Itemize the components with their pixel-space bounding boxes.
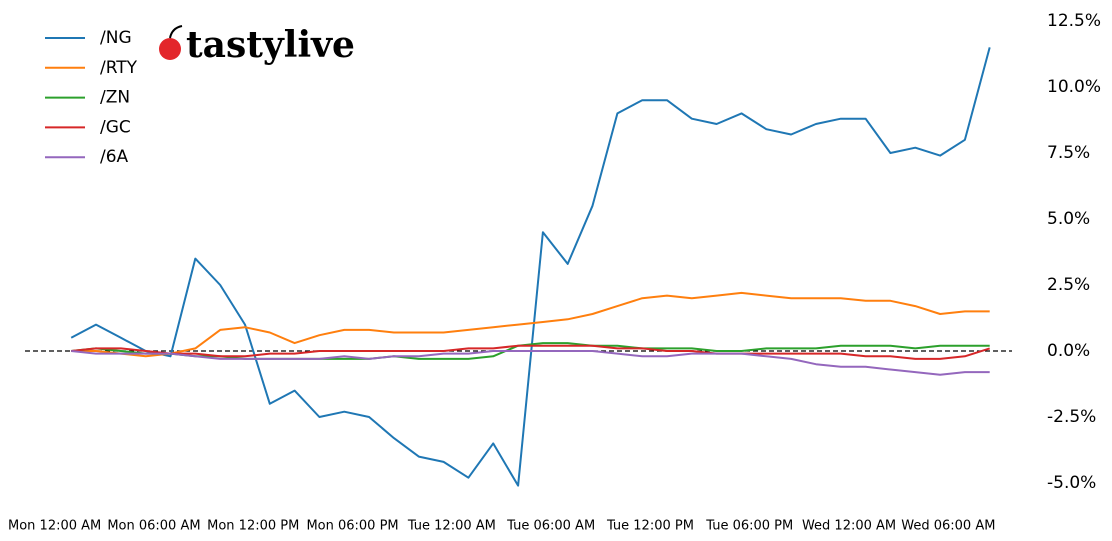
legend-label: /GC: [100, 117, 131, 137]
series-line: [71, 291, 990, 358]
x-tick-label: Mon 12:00 PM: [207, 519, 299, 534]
legend-label: /6A: [100, 147, 129, 167]
x-tick-label: Tue 06:00 PM: [705, 519, 793, 534]
legend-label: /NG: [100, 28, 132, 48]
x-tick-label: Mon 06:00 AM: [107, 519, 200, 534]
y-tick-label: -2.5%: [1047, 407, 1096, 427]
logo-text: tastylive: [186, 24, 355, 66]
x-tick-label: Tue 06:00 AM: [506, 519, 595, 534]
legend-label: /ZN: [100, 88, 130, 108]
series-line: [71, 344, 991, 360]
logo-cherry: [159, 38, 181, 60]
series-line: [70, 47, 991, 487]
y-tick-label: 12.5%: [1047, 11, 1101, 31]
x-tick-label: Mon 12:00 AM: [8, 519, 101, 534]
x-tick-label: Tue 12:00 PM: [606, 519, 694, 534]
legend-label: /RTY: [100, 58, 138, 78]
series-line: [71, 350, 990, 376]
x-tick-label: Wed 06:00 AM: [901, 519, 995, 534]
y-tick-label: 2.5%: [1047, 275, 1090, 295]
x-tick-label: Mon 06:00 PM: [306, 519, 398, 534]
y-tick-label: 5.0%: [1047, 209, 1090, 229]
y-tick-label: 10.0%: [1047, 77, 1101, 97]
x-tick-label: Tue 12:00 AM: [407, 519, 496, 534]
y-tick-label: 0.0%: [1047, 341, 1090, 361]
y-tick-label: -5.0%: [1047, 473, 1096, 493]
y-tick-label: 7.5%: [1047, 143, 1090, 163]
x-tick-label: Wed 12:00 AM: [802, 519, 896, 534]
logo-stem: [169, 25, 183, 39]
logo: tastylive: [159, 24, 355, 66]
